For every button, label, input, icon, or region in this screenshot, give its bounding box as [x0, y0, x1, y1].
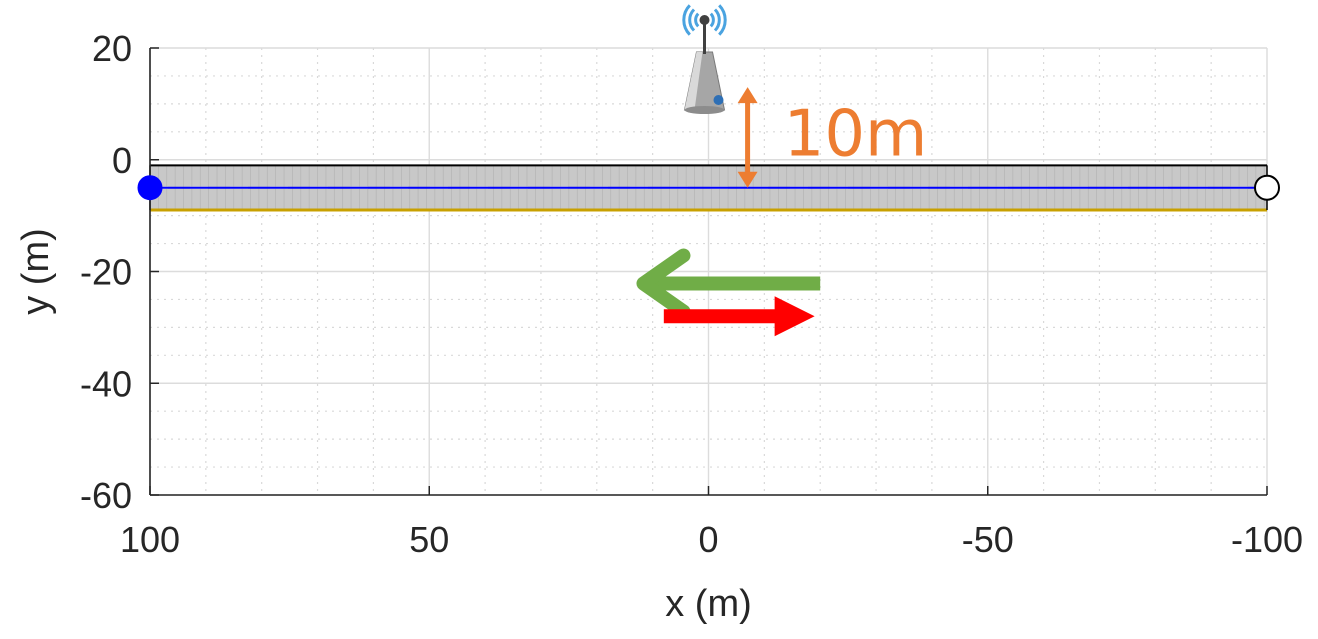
- distance-arrow-head-up: [737, 87, 758, 104]
- signal-wave-left: [694, 12, 700, 28]
- signal-wave-right: [713, 8, 721, 32]
- x-tick-label: 100: [120, 519, 180, 560]
- x-tick-label: -100: [1231, 519, 1303, 560]
- distance-label: 10m: [784, 97, 928, 171]
- signal-wave-left: [682, 4, 691, 36]
- signal-wave-left: [688, 8, 696, 32]
- x-tick-label: -50: [962, 519, 1014, 560]
- y-tick-label: 0: [112, 140, 132, 181]
- tower-highlight: [684, 52, 703, 110]
- start-marker: [137, 175, 163, 201]
- x-tick-label: 0: [698, 519, 718, 560]
- y-tick-label: -60: [80, 475, 132, 516]
- y-tick-label: 20: [92, 28, 132, 69]
- tower-base: [684, 106, 725, 114]
- antenna-tower-icon: [682, 4, 727, 114]
- x-tick-label: 50: [409, 519, 449, 560]
- direction-arrow-green-head: [636, 248, 691, 319]
- minor-grid: [150, 48, 1267, 495]
- y-axis-label: y (m): [15, 228, 57, 315]
- end-marker: [1254, 174, 1280, 201]
- x-axis-label: x (m): [665, 583, 752, 625]
- info-badge-icon: [713, 95, 724, 105]
- y-tick-label: -40: [80, 363, 132, 404]
- y-tick-label: -20: [80, 252, 132, 293]
- tower-tip: [699, 15, 710, 25]
- signal-wave-right: [709, 12, 715, 28]
- distance-arrow-head-down: [737, 171, 758, 188]
- direction-arrow-red-head: [774, 296, 815, 337]
